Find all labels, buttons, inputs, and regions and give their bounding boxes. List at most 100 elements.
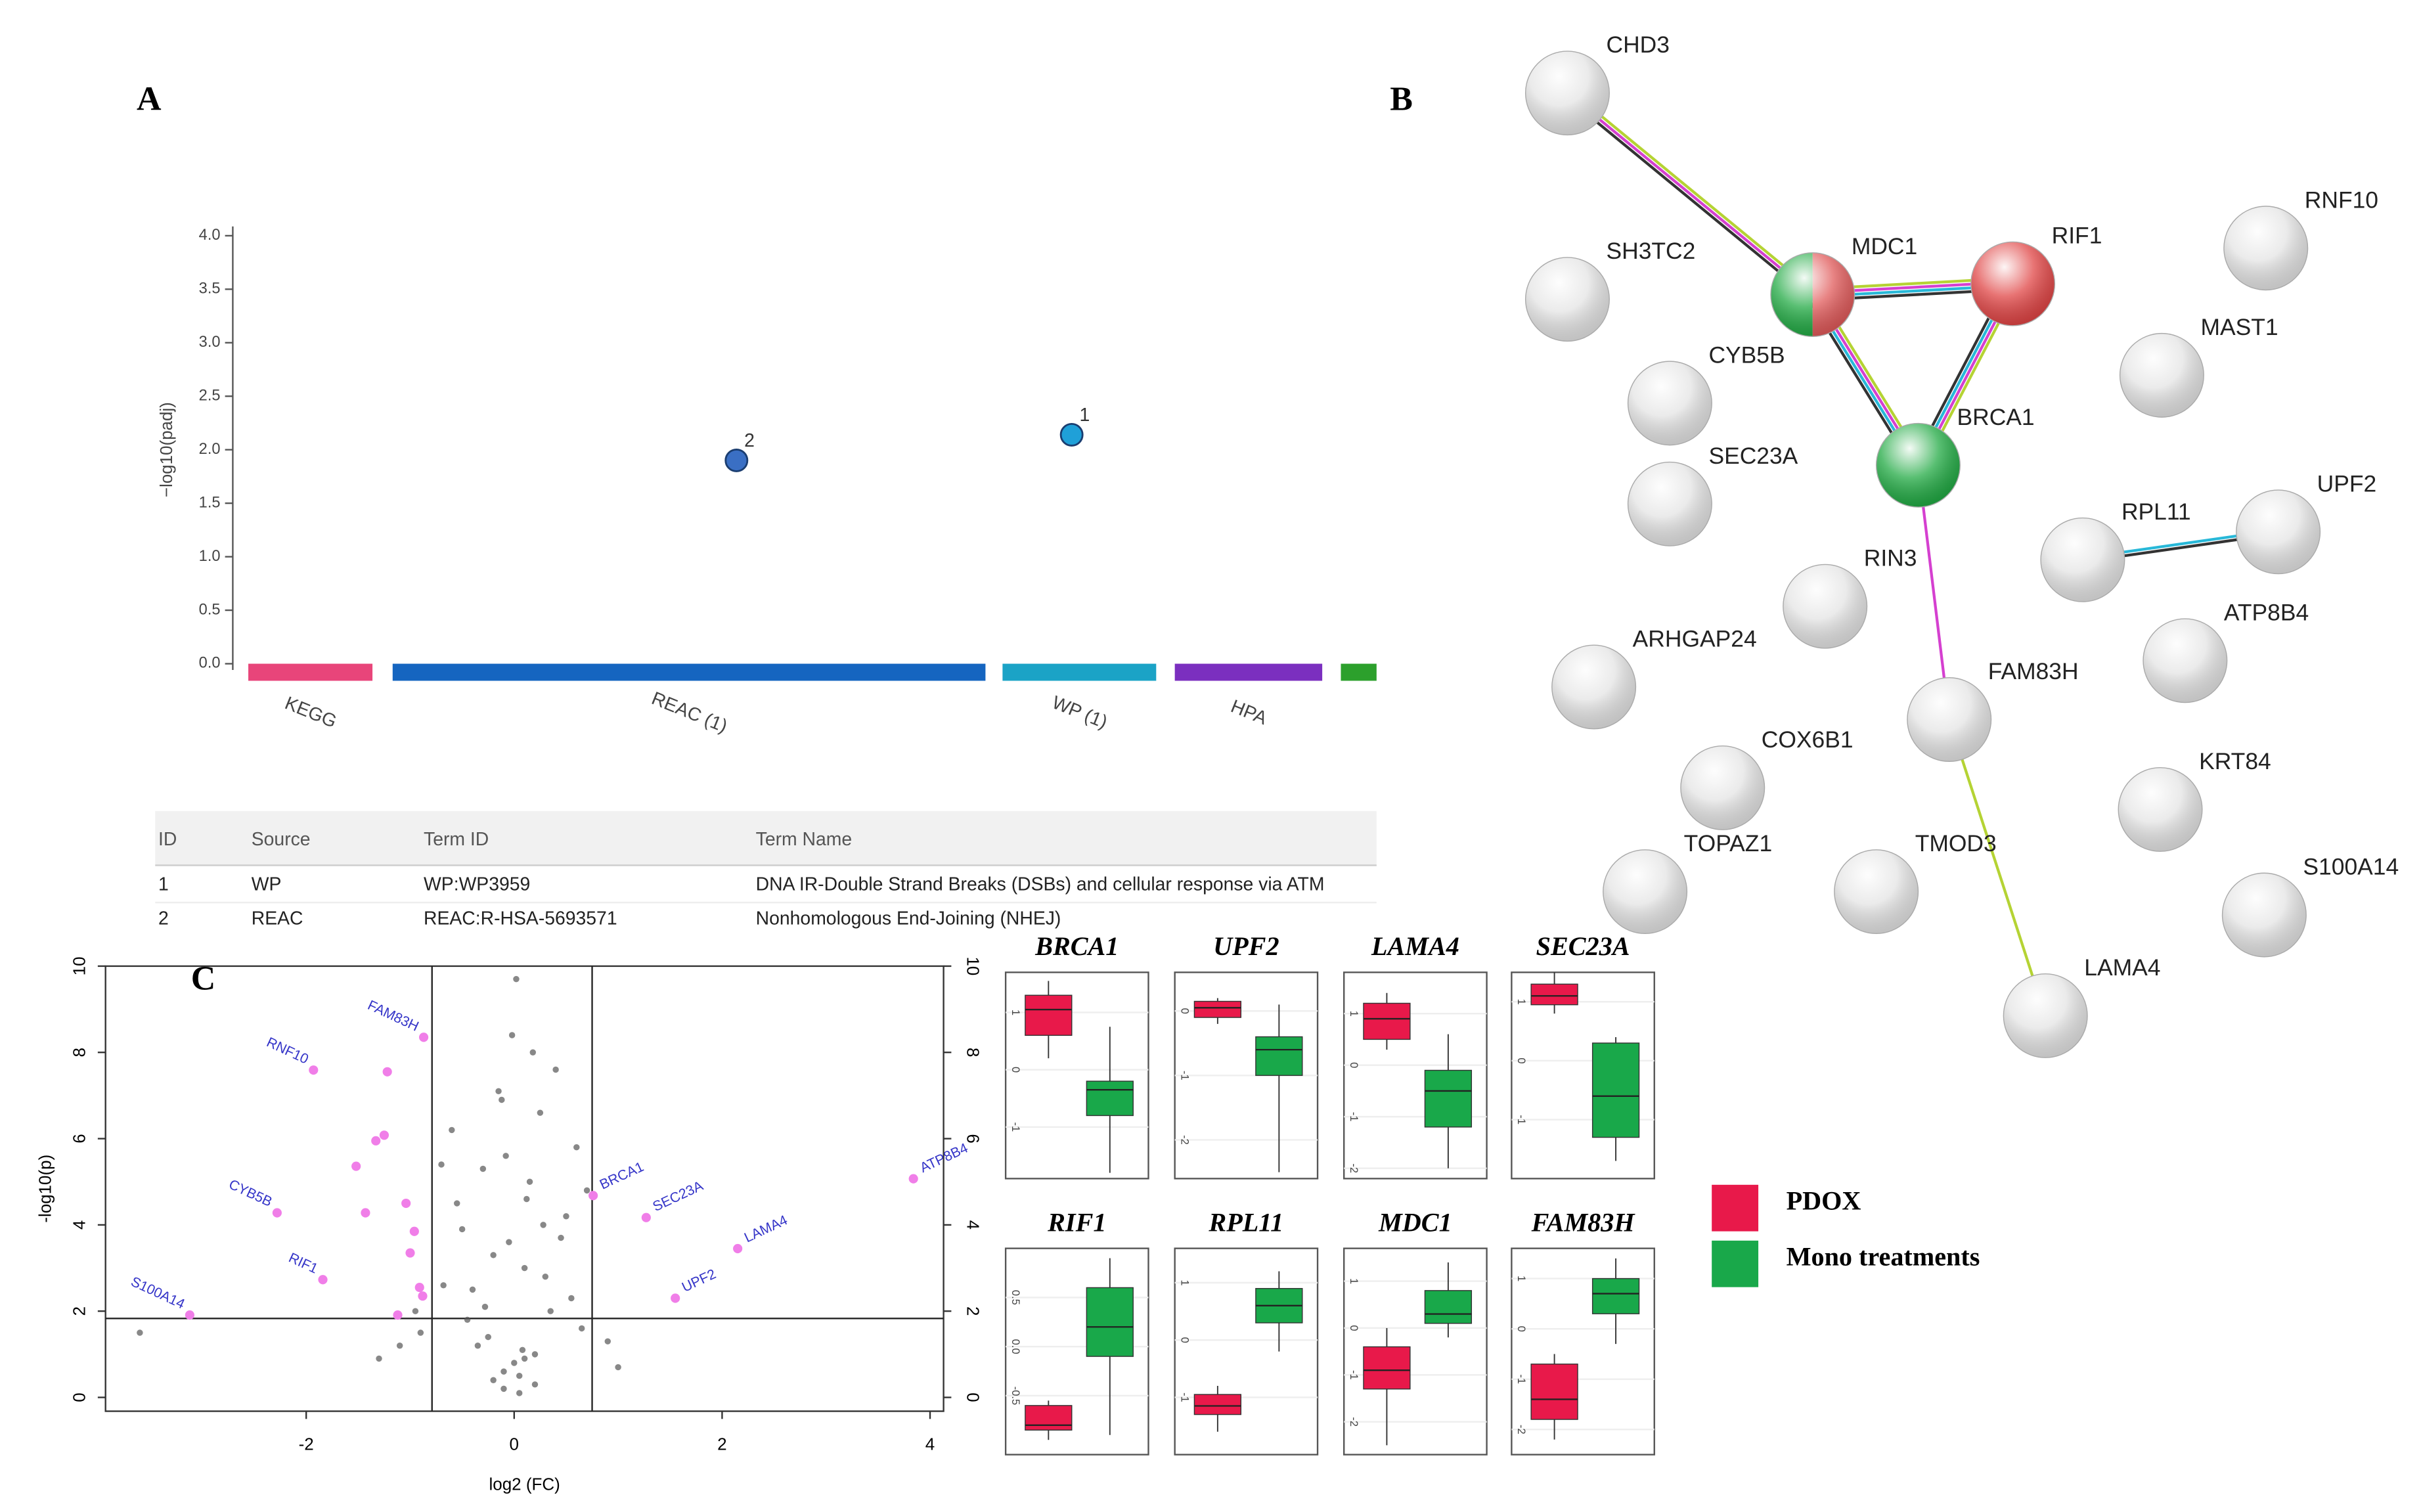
table-cell: REAC bbox=[252, 908, 303, 929]
node-label: FAM83H bbox=[1988, 658, 2079, 684]
highlight-point bbox=[414, 1283, 424, 1293]
background-point bbox=[519, 1346, 526, 1354]
y2-tick-label: 4 bbox=[963, 1220, 983, 1230]
y-tick-label: 8 bbox=[70, 1048, 89, 1057]
y-tick-label: 1.5 bbox=[199, 494, 221, 511]
background-point bbox=[604, 1338, 611, 1345]
background-point bbox=[583, 1187, 590, 1194]
background-point bbox=[508, 1032, 516, 1038]
panel-title: BRCA1 bbox=[1034, 931, 1119, 961]
y-tick-label: -1 bbox=[1515, 1115, 1528, 1124]
box bbox=[1530, 983, 1578, 1006]
node-label: SEC23A bbox=[1708, 443, 1798, 469]
y-tick-label: 0.0 bbox=[199, 655, 221, 672]
highlight-point bbox=[379, 1130, 389, 1140]
box bbox=[1193, 1394, 1242, 1415]
highlight-point bbox=[272, 1208, 282, 1218]
background-point bbox=[516, 1372, 523, 1379]
node-label: CYB5B bbox=[1708, 342, 1785, 368]
panel-title: RIF1 bbox=[1047, 1207, 1106, 1237]
y-tick-label: -0.5 bbox=[1010, 1387, 1022, 1405]
network-edge bbox=[1564, 95, 1811, 299]
panel-title: MDC1 bbox=[1378, 1207, 1452, 1237]
source-band bbox=[392, 663, 986, 681]
box bbox=[1530, 1364, 1578, 1420]
y-tick-label: 1 bbox=[1515, 999, 1528, 1005]
background-point bbox=[490, 1377, 497, 1383]
y-tick-label: 0 bbox=[1515, 1057, 1528, 1063]
y-tick-label: 4 bbox=[70, 1220, 89, 1230]
x-axis-label: log2 (FC) bbox=[489, 1475, 560, 1494]
table-cell: WP:WP3959 bbox=[424, 874, 530, 895]
y-tick-label: -2 bbox=[1178, 1135, 1191, 1145]
node-gloss bbox=[1627, 461, 1712, 546]
panel-frame bbox=[1174, 1247, 1319, 1456]
node-gloss bbox=[2118, 767, 2203, 852]
legend-swatch bbox=[1712, 1240, 1759, 1287]
y2-tick-label: 8 bbox=[963, 1048, 983, 1057]
highlight-point bbox=[733, 1243, 743, 1254]
background-point bbox=[511, 1360, 518, 1366]
panel-title: SEC23A bbox=[1536, 931, 1630, 961]
y-tick-label: 2 bbox=[70, 1306, 89, 1316]
background-point bbox=[396, 1343, 403, 1349]
background-point bbox=[412, 1308, 419, 1314]
background-point bbox=[513, 975, 520, 983]
background-point bbox=[521, 1264, 528, 1272]
legend-swatch bbox=[1712, 1184, 1759, 1232]
background-point bbox=[464, 1316, 471, 1323]
highlight-point bbox=[589, 1191, 598, 1201]
node-label: KRT84 bbox=[2199, 748, 2271, 774]
y-tick-label: 1 bbox=[1515, 1276, 1528, 1281]
panel-title: FAM83H bbox=[1531, 1207, 1636, 1237]
source-band bbox=[248, 663, 373, 681]
box bbox=[1424, 1069, 1473, 1128]
y-tick-label: 0 bbox=[1178, 1008, 1191, 1014]
node-gloss bbox=[1680, 745, 1766, 830]
box bbox=[1591, 1042, 1640, 1138]
node-label: SH3TC2 bbox=[1607, 238, 1696, 264]
panel-label: A bbox=[137, 81, 162, 118]
table-header-band bbox=[155, 811, 1377, 866]
plot-frame bbox=[104, 965, 944, 1412]
background-point bbox=[531, 1381, 539, 1388]
y-tick-label: 0.5 bbox=[1010, 1290, 1022, 1305]
background-point bbox=[499, 1096, 505, 1103]
x-tick-label: 0 bbox=[510, 1434, 519, 1454]
node-gloss bbox=[1970, 241, 2056, 326]
background-point bbox=[558, 1234, 564, 1241]
y-tick-label: -1 bbox=[1348, 1370, 1360, 1380]
background-point bbox=[137, 1329, 143, 1336]
background-point bbox=[485, 1333, 491, 1341]
background-point bbox=[500, 1368, 507, 1375]
y-tick-label: 1 bbox=[1010, 1010, 1022, 1015]
data-point bbox=[1059, 422, 1084, 447]
y-tick-label: 2.0 bbox=[199, 441, 221, 458]
table-header: Term Name bbox=[756, 829, 852, 850]
background-point bbox=[563, 1213, 569, 1220]
node-gloss bbox=[1603, 849, 1688, 935]
legend-label: Mono treatments bbox=[1787, 1241, 1980, 1271]
panel-title: RPL11 bbox=[1208, 1207, 1283, 1237]
y-tick-label: 1 bbox=[1348, 1278, 1360, 1284]
y-tick-label: 0.5 bbox=[199, 601, 221, 618]
node-gloss bbox=[1875, 422, 1961, 508]
x-tick-label: 2 bbox=[717, 1434, 726, 1454]
node-gloss bbox=[1524, 257, 1610, 342]
y-tick-label: -2 bbox=[1348, 1417, 1360, 1427]
node-label: UPF2 bbox=[2317, 470, 2377, 497]
network-edge bbox=[1566, 92, 1814, 296]
y-tick-label: 2.5 bbox=[199, 387, 221, 404]
highlight-point bbox=[371, 1136, 381, 1145]
y-tick-label: 6 bbox=[70, 1134, 89, 1143]
point-label: 1 bbox=[1079, 405, 1090, 426]
y-tick-label: -1 bbox=[1010, 1123, 1022, 1132]
node-gloss bbox=[2119, 332, 2204, 418]
y-tick-label: 1 bbox=[1348, 1011, 1360, 1017]
y-tick-label: 0 bbox=[70, 1392, 89, 1402]
table-cell: Nonhomologous End-Joining (NHEJ) bbox=[756, 908, 1061, 929]
y-tick-label: 10 bbox=[70, 956, 89, 975]
y-tick-label: -1 bbox=[1178, 1392, 1191, 1402]
highlight-point bbox=[361, 1208, 370, 1218]
